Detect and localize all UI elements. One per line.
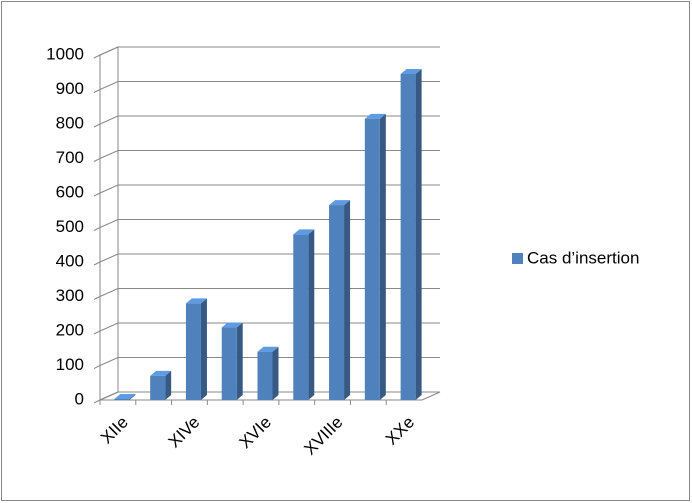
grid-line — [93, 115, 440, 128]
bar-side — [415, 68, 422, 400]
bar-top — [293, 229, 315, 235]
bar-top — [185, 298, 207, 304]
y-tick-label: 700 — [56, 148, 84, 167]
bar — [400, 73, 416, 400]
bar-side — [236, 322, 243, 400]
bar-top — [400, 68, 422, 74]
bar — [329, 205, 345, 400]
grid-line — [93, 46, 440, 59]
bar-side — [379, 113, 386, 400]
bar-side — [308, 229, 315, 400]
bar — [257, 351, 273, 400]
bar-top — [221, 322, 243, 328]
bar-side — [165, 370, 172, 400]
grid-line — [93, 357, 440, 369]
grid-line — [93, 288, 440, 300]
grid-line — [93, 253, 440, 266]
y-tick-label: 900 — [56, 79, 84, 98]
bar — [221, 327, 237, 400]
grid-line — [93, 391, 440, 404]
y-tick-label: 300 — [56, 286, 84, 305]
bar — [185, 303, 201, 400]
bar-top — [257, 346, 279, 352]
bar-top — [114, 393, 136, 399]
bar-side — [272, 346, 279, 400]
bar-top — [150, 370, 172, 376]
y-tick-label: 200 — [56, 320, 84, 339]
y-tick-label: 0 — [75, 389, 84, 408]
grid-line — [93, 322, 440, 335]
grid-line — [93, 219, 440, 231]
grid-line — [93, 150, 440, 162]
grid-line — [93, 184, 440, 197]
y-tick-label: 500 — [56, 217, 84, 236]
y-tick-label: 1000 — [46, 44, 84, 63]
legend-swatch — [512, 253, 523, 264]
y-tick-label: 400 — [56, 251, 84, 270]
bar-side — [129, 393, 136, 400]
bar-top — [329, 200, 351, 206]
grid-line — [93, 81, 440, 93]
bar — [150, 375, 166, 400]
bar — [293, 234, 309, 400]
bar-top — [364, 113, 386, 119]
legend-label: Cas d’insertion — [527, 248, 639, 267]
bar-side — [200, 298, 207, 400]
y-tick-label: 100 — [56, 355, 84, 374]
bar — [364, 118, 380, 400]
bar — [114, 398, 130, 400]
bar-side — [344, 200, 351, 400]
y-tick-label: 800 — [56, 113, 84, 132]
y-tick-label: 600 — [56, 182, 84, 201]
